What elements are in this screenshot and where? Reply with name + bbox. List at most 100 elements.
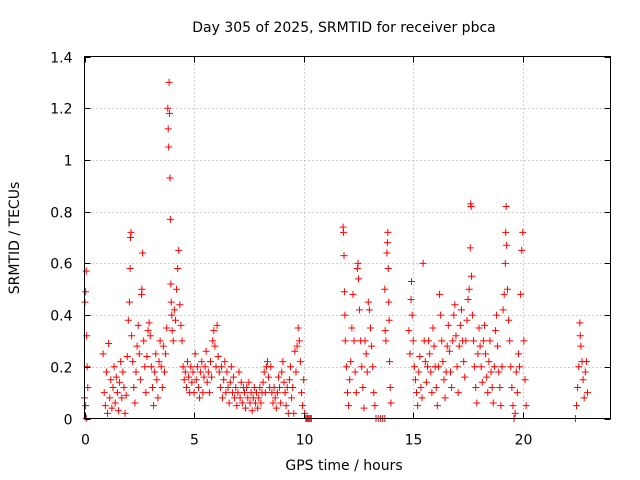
- data-point: [520, 337, 528, 345]
- data-point: [201, 363, 209, 371]
- data-point: [462, 337, 470, 345]
- data-point: [384, 265, 392, 273]
- data-point: [226, 378, 234, 386]
- y-tick-label: 1: [64, 154, 73, 170]
- data-point: [142, 389, 150, 397]
- data-point: [509, 402, 517, 410]
- data-point: [411, 376, 419, 384]
- data-point: [208, 373, 216, 381]
- data-point: [111, 399, 119, 407]
- data-point: [456, 321, 464, 329]
- data-point: [166, 174, 174, 182]
- data-point: [574, 383, 582, 391]
- data-point: [135, 350, 143, 358]
- data-point: [128, 332, 136, 340]
- data-point: [155, 358, 163, 366]
- data-point: [166, 215, 174, 223]
- data-point: [107, 376, 115, 384]
- data-point: [125, 298, 133, 306]
- data-point: [198, 358, 206, 366]
- data-point: [473, 399, 481, 407]
- x-axis-label: GPS time / hours: [285, 458, 402, 474]
- data-point: [214, 352, 222, 360]
- data-point: [359, 383, 367, 391]
- data-point: [211, 342, 219, 350]
- data-point: [120, 383, 128, 391]
- data-point: [202, 347, 210, 355]
- data-point: [269, 399, 277, 407]
- data-point: [276, 383, 284, 391]
- data-point: [365, 306, 373, 314]
- data-point: [471, 363, 479, 371]
- data-point: [141, 363, 149, 371]
- data-point: [132, 368, 140, 376]
- data-point: [169, 337, 177, 345]
- data-point: [496, 383, 504, 391]
- data-point: [109, 383, 117, 391]
- data-point: [300, 376, 308, 384]
- data-point: [100, 389, 108, 397]
- data-point: [265, 373, 273, 381]
- data-point: [104, 409, 112, 417]
- data-point: [157, 363, 165, 371]
- data-point: [502, 202, 510, 210]
- data-point: [162, 350, 170, 358]
- data-point: [164, 104, 172, 112]
- data-point: [383, 239, 391, 247]
- data-point: [406, 350, 414, 358]
- data-point: [581, 368, 589, 376]
- data-point: [148, 383, 156, 391]
- data-point: [476, 342, 484, 350]
- data-point: [405, 327, 413, 335]
- data-point: [243, 383, 251, 391]
- data-point: [196, 394, 204, 402]
- data-point: [209, 337, 217, 345]
- data-point: [133, 342, 141, 350]
- data-point: [361, 337, 369, 345]
- data-point: [164, 125, 172, 133]
- data-point: [583, 389, 591, 397]
- data-point: [381, 285, 389, 293]
- data-point: [443, 342, 451, 350]
- data-point: [413, 389, 421, 397]
- data-point: [174, 265, 182, 273]
- data-point: [254, 404, 262, 412]
- x-tick-label: 10: [296, 433, 314, 449]
- data-point: [364, 298, 372, 306]
- data-point: [188, 378, 196, 386]
- data-point: [140, 337, 148, 345]
- data-point: [475, 324, 483, 332]
- data-point: [427, 368, 435, 376]
- data-point: [215, 368, 223, 376]
- data-point: [384, 228, 392, 236]
- data-point: [108, 404, 116, 412]
- data-point: [295, 337, 303, 345]
- data-point: [494, 342, 502, 350]
- data-point: [272, 404, 280, 412]
- data-point: [371, 402, 379, 410]
- data-point: [516, 363, 524, 371]
- data-point: [259, 378, 267, 386]
- data-point: [236, 394, 244, 402]
- grid-lines: [84, 56, 611, 419]
- data-point: [106, 394, 114, 402]
- data-point: [438, 337, 446, 345]
- data-point: [349, 290, 357, 298]
- data-point: [445, 347, 453, 355]
- data-point: [354, 275, 362, 283]
- data-point: [341, 311, 349, 319]
- data-point: [130, 383, 138, 391]
- data-point: [407, 277, 415, 285]
- data-point: [347, 358, 355, 366]
- data-point: [222, 389, 230, 397]
- data-point: [123, 352, 131, 360]
- data-point: [121, 409, 129, 417]
- data-point: [360, 404, 368, 412]
- data-point: [156, 337, 164, 345]
- data-point: [127, 228, 135, 236]
- data-point: [294, 324, 302, 332]
- data-point: [508, 383, 516, 391]
- data-point: [407, 296, 415, 304]
- data-point: [354, 259, 362, 267]
